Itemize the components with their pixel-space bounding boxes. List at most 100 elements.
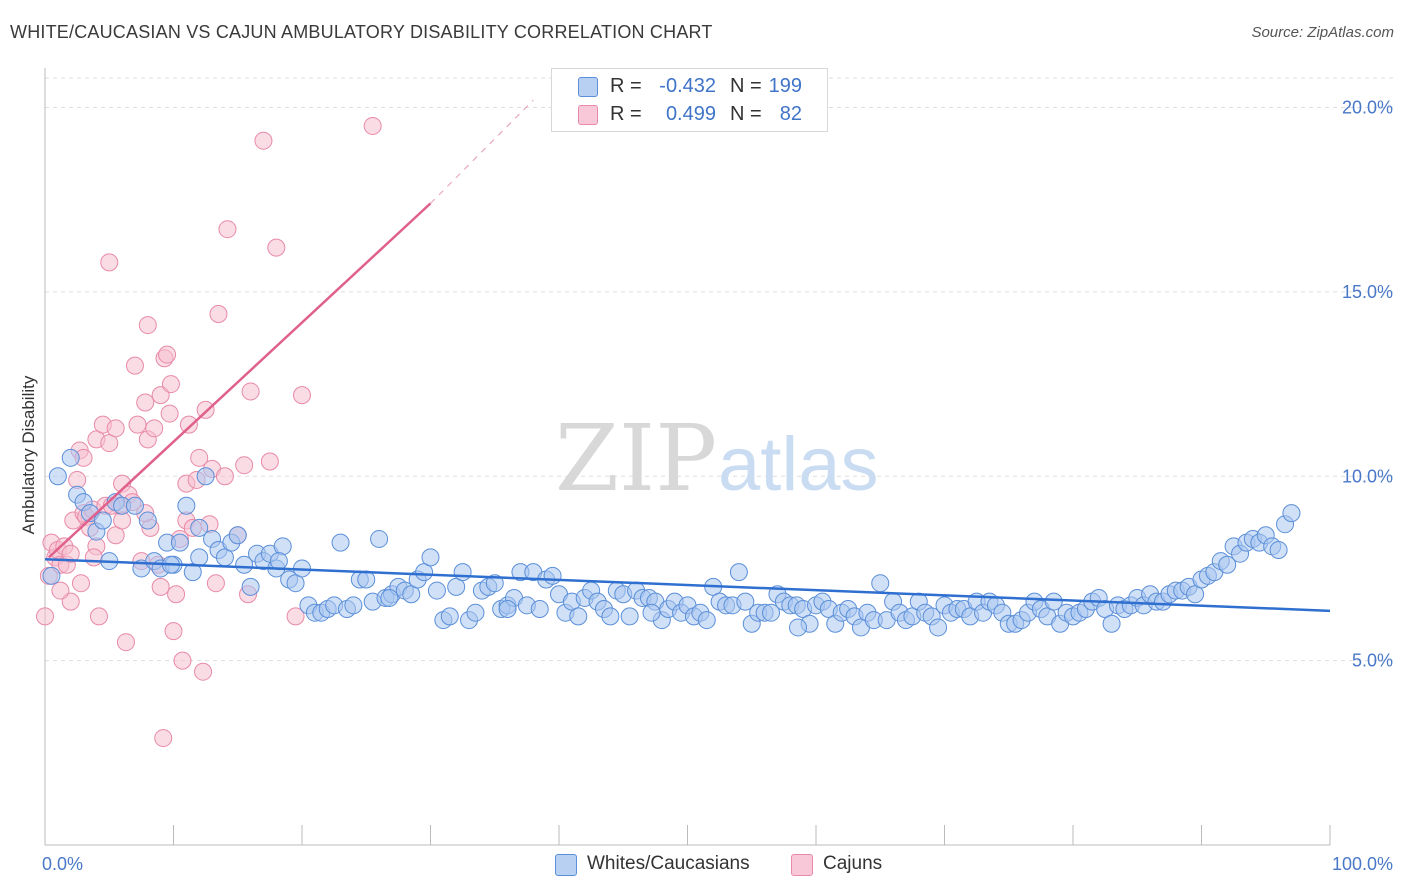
white-point <box>762 603 781 622</box>
y-tick-label: 15.0% <box>1342 282 1393 302</box>
cajun-point <box>151 386 170 405</box>
white-point <box>138 511 157 530</box>
legend-swatch-whites <box>578 77 598 97</box>
legend-swatch-cajuns <box>578 105 598 125</box>
white-point <box>485 574 504 593</box>
cajun-point <box>235 456 254 475</box>
white-point <box>269 552 288 571</box>
cajun-point <box>160 404 179 423</box>
white-point <box>42 566 61 585</box>
white-point <box>729 563 748 582</box>
white-point <box>1102 614 1121 633</box>
white-point <box>530 600 549 618</box>
cajun-point <box>293 386 311 405</box>
white-point <box>125 496 144 515</box>
cajun-point <box>154 729 173 748</box>
white-point <box>190 548 209 567</box>
cajun-point <box>71 574 90 593</box>
axes <box>44 68 1331 846</box>
cajun-point <box>151 577 170 596</box>
legend-n-value-cajuns: 82 <box>779 103 802 125</box>
white-point <box>569 607 588 626</box>
cajun-points <box>36 116 382 748</box>
cajun-point <box>194 662 213 681</box>
y-tick-label: 10.0% <box>1342 466 1393 486</box>
cajun-point <box>196 400 215 419</box>
source-label: Source: ZipAtlas.com <box>1251 24 1394 41</box>
cajun-point <box>138 316 157 335</box>
white-point <box>235 555 254 574</box>
grid-lines <box>45 77 1395 662</box>
white-point <box>601 607 620 626</box>
white-point <box>453 563 472 582</box>
stats-legend: R = -0.432 N = 199 R = 0.499 N = 82 <box>551 68 828 132</box>
x-tick-label: 0.0% <box>42 854 83 874</box>
cajun-point <box>61 544 80 563</box>
cajun-point <box>363 116 382 135</box>
white-point <box>273 537 292 556</box>
y-tick-label: 20.0% <box>1342 98 1393 118</box>
cajun-point <box>61 592 80 611</box>
white-point <box>929 618 948 637</box>
legend-n-value-whites: 199 <box>768 75 802 97</box>
cajun-point <box>145 419 164 438</box>
legend-r-label: R = <box>610 75 642 97</box>
white-point <box>241 577 260 596</box>
cajun-point <box>100 253 119 272</box>
white-points <box>42 448 1301 637</box>
white-point <box>421 548 440 567</box>
y-axis-title: Ambulatory Disability <box>19 375 38 534</box>
white-point <box>1044 592 1063 611</box>
x-tick-label: 100.0% <box>1332 854 1393 874</box>
cajun-point <box>125 356 144 375</box>
white-point <box>427 581 446 600</box>
cajun-point <box>209 305 228 323</box>
cajun-point <box>215 467 234 486</box>
white-point <box>440 607 459 626</box>
cajun-point <box>179 415 198 434</box>
white-point <box>498 600 517 618</box>
white-point <box>93 511 112 530</box>
white-point <box>697 611 716 630</box>
legend-r-value-cajuns: 0.499 <box>665 103 716 125</box>
white-point <box>370 529 389 548</box>
cajun-trend-extension <box>430 99 534 204</box>
white-point <box>331 533 350 552</box>
cajun-point <box>164 622 183 641</box>
cajun-point <box>260 452 279 471</box>
series-swatch-cajuns <box>791 854 813 876</box>
cajun-point <box>286 607 305 626</box>
series-swatch-whites <box>555 854 577 876</box>
white-point <box>196 467 215 486</box>
watermark-zip: ZIP <box>555 405 717 512</box>
white-point <box>1282 504 1301 523</box>
cajun-point <box>89 607 108 626</box>
cajun-point <box>173 651 192 670</box>
tick-labels: 5.0% 10.0% 15.0% 20.0% 0.0% 100.0% <box>42 98 1393 875</box>
cajun-point <box>116 633 135 652</box>
cajun-point <box>106 419 125 438</box>
white-point <box>344 596 363 615</box>
trend-lines <box>44 99 1331 613</box>
white-point <box>48 467 67 486</box>
white-point <box>789 618 808 637</box>
cajun-point <box>128 415 147 434</box>
white-point <box>380 588 399 607</box>
cajun-point <box>218 220 237 239</box>
legend-r-label: R = <box>610 103 642 125</box>
white-point <box>228 526 247 545</box>
cajun-point <box>206 574 225 593</box>
legend-row-cajuns: R = 0.499 N = 82 <box>552 101 827 129</box>
cajun-point <box>167 585 186 604</box>
white-point <box>61 448 80 467</box>
series-label-whites: Whites/Caucasians <box>587 853 750 874</box>
cajun-point <box>84 548 103 567</box>
white-point <box>736 592 755 611</box>
cajun-point <box>158 345 177 364</box>
cajun-point <box>51 581 70 600</box>
white-point <box>871 574 890 593</box>
cajun-point <box>241 382 260 401</box>
cajun-point <box>254 131 273 150</box>
white-point <box>642 603 661 622</box>
